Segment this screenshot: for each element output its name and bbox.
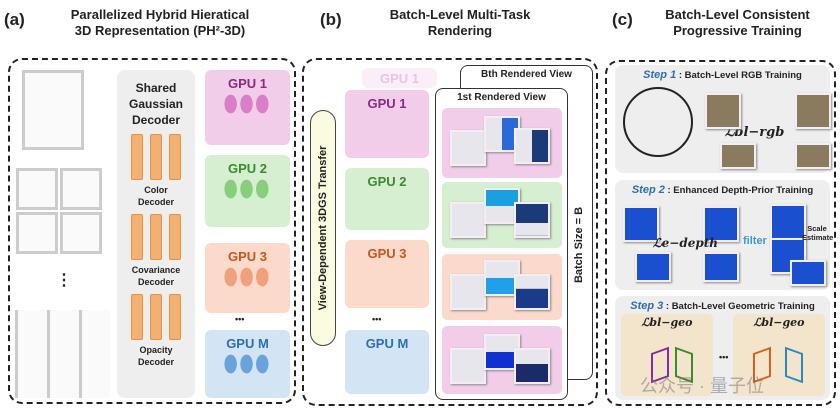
render-row: [442, 254, 562, 320]
step-3-box: Step 3 : Batch-Level Geometric Training …: [615, 296, 830, 400]
batch-size: Batch Size = B: [567, 115, 591, 375]
step-number: Step 2: [631, 184, 665, 196]
b-gpu-2: GPU 2: [345, 168, 429, 230]
opacity-decoder-bars: [117, 294, 195, 340]
shared-gaussian-decoder: Shared Gaussian Decoder Color Decoder Co…: [117, 70, 195, 398]
scale-estimate-label: Scale Estimate: [802, 224, 834, 242]
voxel-cube-icon: [16, 212, 58, 254]
b-gpu-m: GPU M: [345, 330, 429, 394]
step-title: : Batch-Level Geometric Training: [665, 301, 815, 312]
panel-c-label: (c): [612, 10, 633, 29]
gpu-label: GPU 3: [367, 246, 407, 261]
color-decoder-label: Color Decoder: [137, 185, 174, 207]
opacity-decoder-label: Opacity Decoder: [137, 345, 174, 367]
faded-gpu: GPU 1: [362, 68, 437, 88]
b-gpu-3: GPU 3: [345, 240, 429, 308]
batch-size-label: Batch Size = B: [573, 206, 585, 284]
gpu-label: GPU 2: [367, 174, 407, 189]
gpu-ellipsis: •••: [372, 314, 382, 324]
panel-c-box: [605, 60, 836, 406]
voxel-cube-icon: [22, 70, 84, 150]
watermark: 公众号 · 量子位: [640, 376, 764, 396]
a-gpu-3: GPU 3 ⬮⬮⬮: [205, 243, 290, 313]
geo-view-1: ℒbl−geo: [621, 314, 713, 396]
voxel-cube-icon: [16, 168, 58, 210]
transfer-pill: View-Dependent 3DGS Transfer: [310, 110, 336, 346]
title-line: Batch-Level Multi-Task: [389, 7, 531, 22]
gpu-ellipsis: •••: [235, 314, 245, 324]
voxel-grid-icon: [15, 310, 110, 398]
panel-a-box: [8, 58, 296, 404]
filter-label: filter: [743, 235, 767, 247]
a-gpu-2: GPU 2 ⬮⬮⬮: [205, 155, 290, 227]
first-view-label: 1st Rendered View: [457, 92, 546, 103]
title-line: Parallelized Hybrid Hieratical: [70, 7, 250, 22]
a-gpu-m: GPU M ⬮⬮⬮: [205, 330, 290, 398]
title-line: Progressive Training: [673, 23, 802, 38]
cube-ellipsis: ⋮: [56, 272, 72, 289]
step-title: : Enhanced Depth-Prior Training: [667, 185, 814, 196]
gpu-label: GPU 2: [227, 161, 267, 176]
a-gpu-1: GPU 1 ⬮⬮⬮: [205, 70, 290, 145]
geo-loss: ℒbl−geo: [753, 316, 805, 329]
step-title: : Batch-Level RGB Training: [678, 70, 802, 81]
gpu-label: GPU 1: [227, 76, 267, 91]
gpu-label: GPU 1: [379, 71, 419, 86]
render-row: [442, 108, 562, 178]
panel-a-title: Parallelized Hybrid Hieratical 3D Represe…: [40, 7, 280, 39]
geo-view-2: ℒbl−geo: [733, 314, 825, 396]
geo-loss: ℒbl−geo: [641, 316, 693, 329]
render-row: [442, 182, 562, 248]
transfer-label: View-Dependent 3DGS Transfer: [317, 145, 329, 311]
color-decoder-bars: [117, 134, 195, 180]
voxel-cube-icon: [60, 212, 102, 254]
step3-ellipsis: •••: [719, 352, 729, 362]
step-1-box: Step 1 : Batch-Level RGB Training ℒbl−rg…: [615, 65, 831, 173]
covariance-decoder-label: Covariance Decoder: [131, 265, 181, 287]
gpu-label: GPU M: [226, 336, 269, 351]
gpu-label: GPU M: [365, 336, 409, 351]
title-line: Batch-Level Consistent: [665, 7, 810, 22]
gaussian-sphere-icon: [623, 87, 693, 157]
panel-b-title: Batch-Level Multi-Task Rendering: [350, 7, 570, 39]
step-2-box: Step 2 : Enhanced Depth-Prior Training ℒ…: [615, 180, 834, 290]
b-gpu-1: GPU 1: [345, 90, 429, 158]
title-line: 3D Representation (PH²-3D): [74, 23, 246, 38]
panel-b-box: [302, 58, 598, 406]
step-number: Step 3: [630, 300, 664, 312]
covariance-decoder-bars: [117, 214, 195, 260]
voxel-cube-icon: [60, 168, 102, 210]
panel-c-title: Batch-Level Consistent Progressive Traini…: [640, 7, 835, 39]
decoder-title: Shared Gaussian Decoder: [128, 81, 184, 127]
gpu-label: GPU 3: [227, 249, 267, 264]
panel-b-label: (b): [320, 10, 342, 29]
bth-view-label: Bth Rendered View: [481, 69, 572, 80]
panel-a-label: (a): [4, 10, 25, 29]
gpu-label: GPU 1: [367, 96, 407, 111]
depth-loss: ℒe−depth: [653, 236, 719, 250]
render-row: [442, 326, 562, 394]
title-line: Rendering: [427, 23, 493, 38]
step-number: Step 1: [643, 69, 677, 81]
